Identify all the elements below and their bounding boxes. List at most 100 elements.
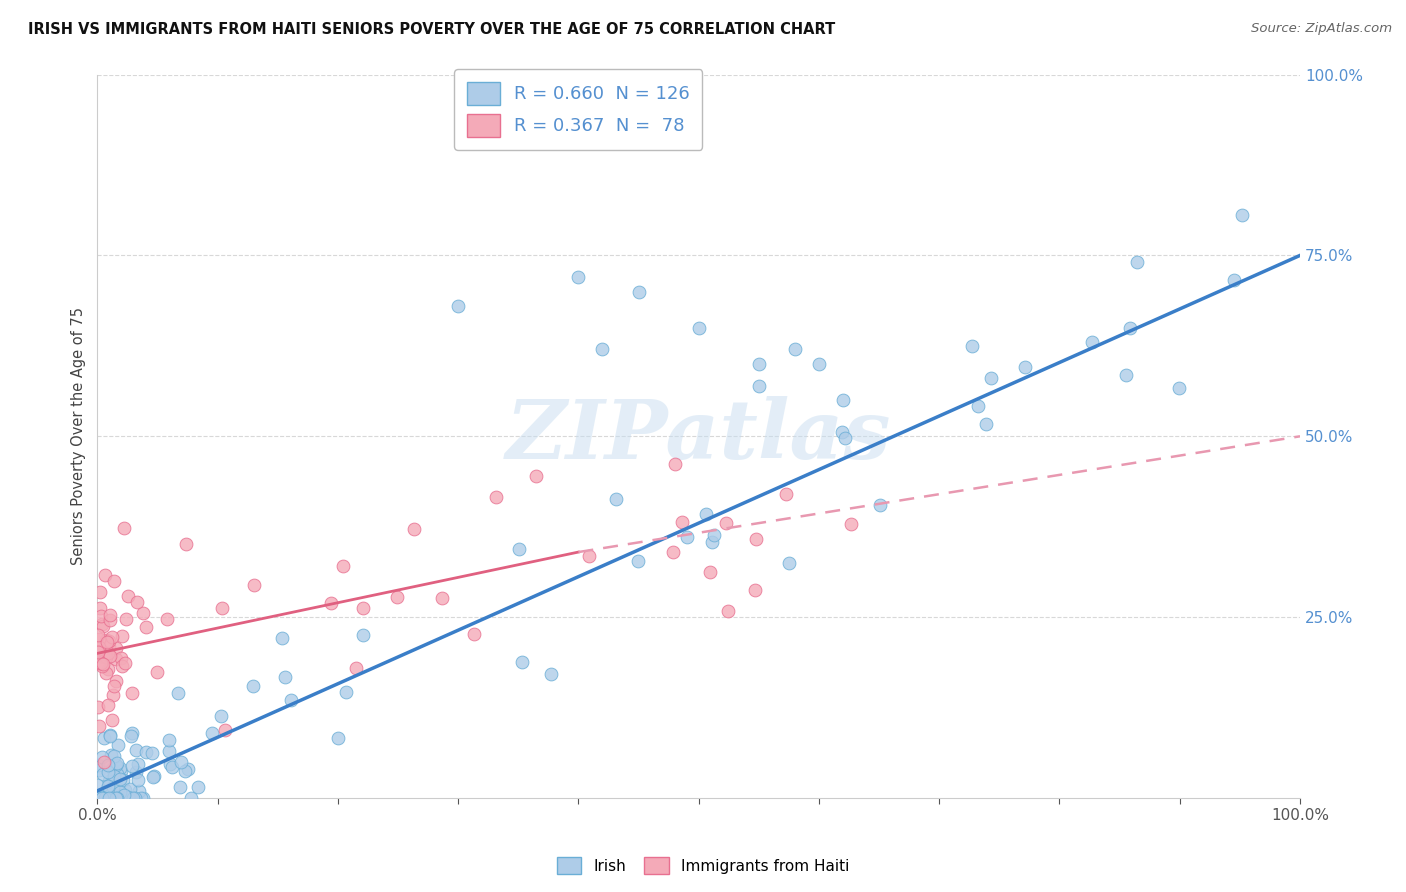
Point (807, 357, 830, 371)
Point (135, 745, 157, 759)
Point (112, 789, 135, 803)
Point (447, 299, 470, 313)
Point (104, 791, 127, 805)
Point (89, 642, 111, 657)
Point (87, 656, 110, 670)
Point (540, 667, 562, 681)
Point (112, 521, 135, 535)
Point (169, 780, 191, 794)
Point (832, 393, 855, 408)
Point (103, 791, 125, 805)
Point (108, 761, 131, 775)
Point (146, 665, 169, 679)
Point (1167, 381, 1189, 395)
Point (688, 320, 710, 334)
Point (96, 789, 118, 803)
Point (104, 641, 127, 656)
Point (90, 609, 112, 624)
Point (105, 772, 128, 786)
Point (605, 491, 627, 506)
Point (117, 589, 139, 603)
Point (105, 791, 128, 805)
Point (142, 770, 165, 784)
Point (111, 772, 134, 787)
Point (98, 729, 121, 743)
Point (869, 498, 891, 512)
Point (87, 699, 110, 714)
Point (110, 791, 132, 805)
Point (98, 607, 121, 622)
Point (105, 756, 128, 770)
Point (700, 534, 723, 549)
Point (567, 270, 589, 285)
Y-axis label: Seniors Poverty Over the Age of 75: Seniors Poverty Over the Age of 75 (72, 307, 86, 566)
Point (104, 758, 127, 772)
Point (97, 780, 120, 794)
Point (111, 629, 134, 643)
Point (91, 617, 114, 632)
Point (124, 791, 146, 805)
Point (592, 343, 614, 357)
Point (105, 791, 128, 805)
Point (174, 537, 197, 551)
Point (103, 574, 125, 588)
Point (121, 759, 143, 773)
Point (91, 767, 114, 781)
Point (578, 549, 600, 564)
Point (100, 747, 122, 762)
Point (132, 791, 155, 805)
Point (89, 640, 111, 654)
Point (125, 595, 148, 609)
Point (352, 628, 374, 642)
Point (127, 757, 149, 772)
Point (242, 679, 264, 693)
Point (744, 582, 766, 597)
Point (103, 749, 125, 764)
Point (117, 789, 139, 804)
Point (98, 791, 121, 805)
Point (121, 726, 143, 740)
Point (209, 708, 232, 723)
Point (103, 679, 125, 693)
Point (90, 791, 112, 805)
Point (89, 791, 111, 805)
Point (107, 789, 129, 803)
Point (783, 343, 806, 357)
Point (211, 601, 233, 615)
Point (131, 791, 153, 805)
Point (128, 783, 150, 797)
Point (121, 686, 143, 700)
Point (778, 556, 800, 570)
Point (124, 764, 146, 779)
Point (627, 285, 650, 299)
Legend: Irish, Immigrants from Haiti: Irish, Immigrants from Haiti (551, 851, 855, 880)
Point (839, 516, 862, 531)
Point (105, 767, 128, 781)
Point (214, 723, 236, 737)
Point (94, 632, 117, 647)
Point (243, 578, 266, 592)
Point (352, 600, 374, 615)
Point (966, 399, 988, 413)
Point (108, 785, 131, 799)
Point (101, 713, 124, 727)
Point (97, 779, 120, 793)
Point (100, 728, 122, 742)
Point (89, 791, 111, 805)
Point (1014, 359, 1036, 374)
Point (97, 757, 120, 772)
Point (1230, 208, 1253, 222)
Point (187, 780, 209, 794)
Point (89, 764, 111, 778)
Point (524, 469, 547, 483)
Point (94, 665, 117, 680)
Point (104, 674, 127, 689)
Point (101, 689, 124, 703)
Point (485, 490, 508, 504)
Point (675, 531, 697, 545)
Point (332, 558, 354, 573)
Point (699, 565, 721, 579)
Point (118, 782, 141, 797)
Point (104, 758, 127, 772)
Point (90, 658, 112, 673)
